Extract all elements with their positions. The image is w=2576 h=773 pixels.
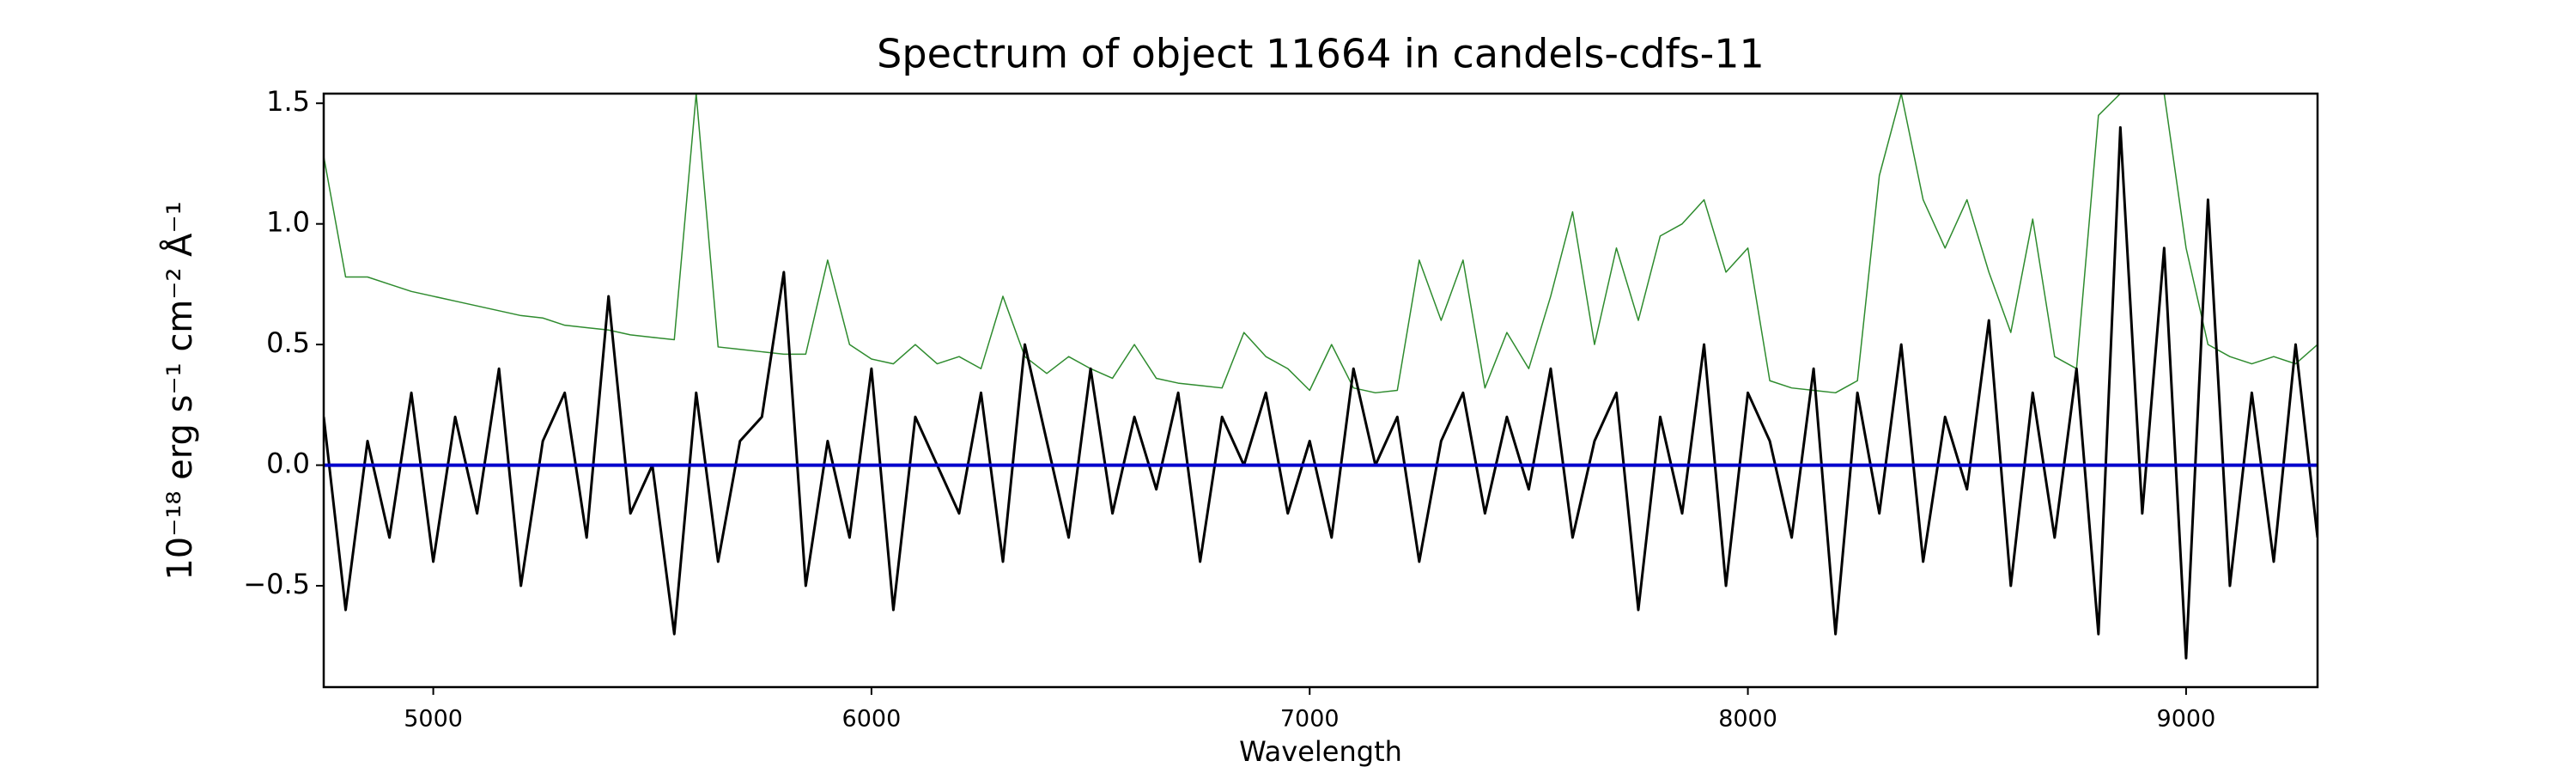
chart-title: Spectrum of object 11664 in candels-cdfs… (877, 31, 1765, 77)
x-axis-label: Wavelength (1239, 735, 1402, 768)
y-tick-label: 1.5 (266, 85, 310, 118)
series-line (324, 94, 2318, 394)
plot-area (324, 94, 2318, 660)
y-tick-label: 0.5 (266, 326, 310, 359)
x-tick-label: 8000 (1718, 706, 1777, 733)
y-tick-label: −0.5 (243, 568, 310, 600)
y-axis-label: 10⁻¹⁸ erg s⁻¹ cm⁻² Å⁻¹ (159, 201, 200, 580)
y-tick-label: 0.0 (266, 447, 310, 480)
x-tick-label: 6000 (842, 706, 902, 733)
y-tick-label: 1.0 (266, 206, 310, 239)
x-tick-label: 7000 (1280, 706, 1340, 733)
x-tick-label: 9000 (2157, 706, 2216, 733)
x-tick-label: 5000 (404, 706, 463, 733)
axes-frame (322, 92, 2319, 689)
series-line (324, 125, 2318, 660)
